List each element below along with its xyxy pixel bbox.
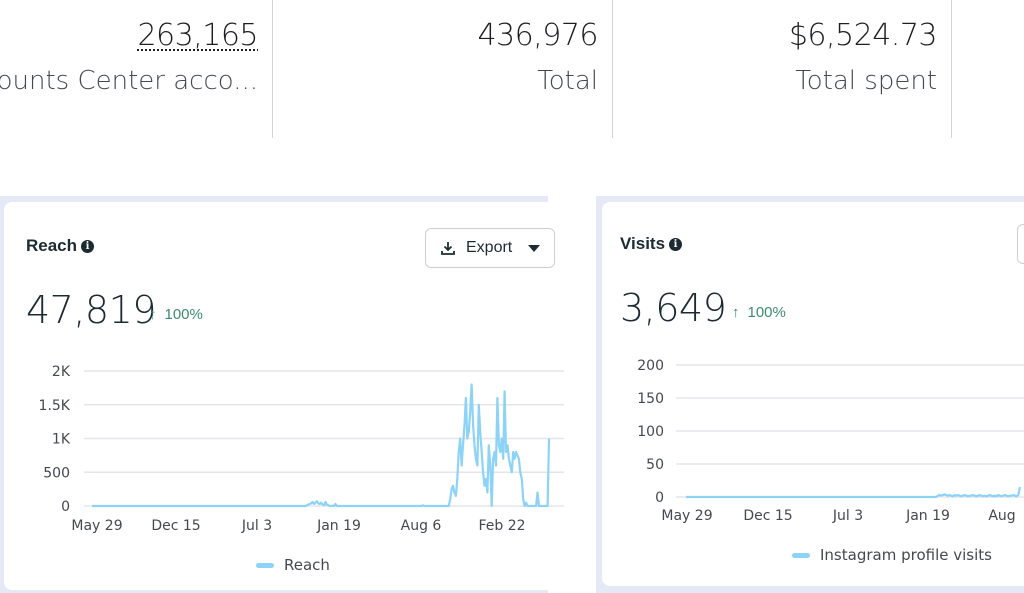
stat-label: Total xyxy=(537,66,598,96)
stat-value: 436,976 xyxy=(477,18,598,53)
visits-card: Visits i 3,649 ↑ 100% 0 50 100 150 200 May 29… xyxy=(602,202,1024,586)
stat-value[interactable]: 263,165 xyxy=(137,18,258,53)
visits-card-frame: Visits i 3,649 ↑ 100% 0 50 100 150 200 May 29… xyxy=(596,196,1024,593)
reach-title-text: Reach xyxy=(26,236,78,255)
reach-card-frame: Reach i Export 47,819 ↑ 100% 0 500 1K 1.5K 2… xyxy=(0,196,564,593)
visits-title: Visits i xyxy=(620,234,683,254)
info-icon[interactable]: i xyxy=(81,239,95,253)
visits-legend[interactable]: Instagram profile visits xyxy=(792,546,992,564)
export-button[interactable] xyxy=(1017,224,1024,264)
x-tick-label: Jan 19 xyxy=(905,508,950,524)
y-tick-label: 500 xyxy=(43,465,70,481)
x-tick-label: Jul 3 xyxy=(832,508,863,524)
y-tick-label: 150 xyxy=(637,391,664,407)
stat-label: ounts Center acco... xyxy=(0,66,258,96)
arrow-up-icon: ↑ xyxy=(149,306,157,323)
y-tick-label: 50 xyxy=(646,457,664,473)
x-tick-label: Aug xyxy=(988,508,1015,524)
reach-delta-text: 100% xyxy=(164,306,203,323)
legend-label: Reach xyxy=(284,556,330,574)
reach-title: Reach i xyxy=(26,236,95,256)
stat-value: $6,524.73 xyxy=(788,18,938,53)
y-tick-label: 2K xyxy=(52,364,71,380)
y-tick-label: 1K xyxy=(52,432,71,448)
y-tick-label: 1.5K xyxy=(39,398,71,414)
x-tick-label: Jan 19 xyxy=(316,518,361,534)
stat-divider xyxy=(612,0,613,138)
stats-strip: 263,165 ounts Center acco... 436,976 Tot… xyxy=(0,0,1024,138)
x-tick-label: Dec 15 xyxy=(151,518,200,534)
legend-label: Instagram profile visits xyxy=(820,546,992,564)
y-tick-label: 100 xyxy=(637,424,664,440)
visits-chart: 0 50 100 150 200 May 29 Dec 15 Jul 3 Jan 19 Aug xyxy=(637,358,1024,524)
info-icon[interactable]: i xyxy=(669,237,683,251)
x-tick-label: May 29 xyxy=(661,508,712,524)
legend-swatch xyxy=(792,552,810,558)
visits-delta: ↑ 100% xyxy=(732,304,786,321)
series-line xyxy=(92,383,551,508)
x-tick-label: Aug 6 xyxy=(401,518,442,534)
reach-value: 47,819 xyxy=(26,288,156,332)
reach-chart: 0 500 1K 1.5K 2K May 29 Dec 15 Jul 3 Jan 19 Aug 6… xyxy=(39,364,564,534)
x-tick-label: Feb 22 xyxy=(478,518,525,534)
arrow-up-icon: ↑ xyxy=(732,304,740,321)
x-tick-label: May 29 xyxy=(71,518,122,534)
y-tick-label: 200 xyxy=(637,358,664,374)
reach-delta: ↑ 100% xyxy=(149,306,203,323)
x-tick-label: Dec 15 xyxy=(743,508,792,524)
y-tick-label: 0 xyxy=(655,490,664,506)
visits-title-text: Visits xyxy=(620,234,666,253)
reach-card: Reach i Export 47,819 ↑ 100% 0 500 1K 1.5K 2… xyxy=(4,202,564,590)
stat-divider xyxy=(272,0,273,138)
stat-accounts-center: 263,165 ounts Center acco... xyxy=(0,0,272,138)
export-button[interactable]: Export xyxy=(425,228,556,268)
stat-total: 436,976 Total xyxy=(273,0,612,138)
legend-swatch xyxy=(256,562,274,568)
chevron-down-icon xyxy=(528,244,541,252)
reach-legend[interactable]: Reach xyxy=(256,556,330,574)
y-tick-label: 0 xyxy=(61,499,70,515)
download-icon xyxy=(441,242,455,255)
x-tick-label: Jul 3 xyxy=(241,518,272,534)
series-line xyxy=(686,486,1022,499)
stat-divider xyxy=(951,0,952,138)
stat-label: Total spent xyxy=(795,66,937,96)
stat-total-spent: $6,524.73 Total spent xyxy=(613,0,951,138)
visits-delta-text: 100% xyxy=(747,304,786,321)
visits-value: 3,649 xyxy=(620,286,727,330)
export-label: Export xyxy=(466,239,513,256)
